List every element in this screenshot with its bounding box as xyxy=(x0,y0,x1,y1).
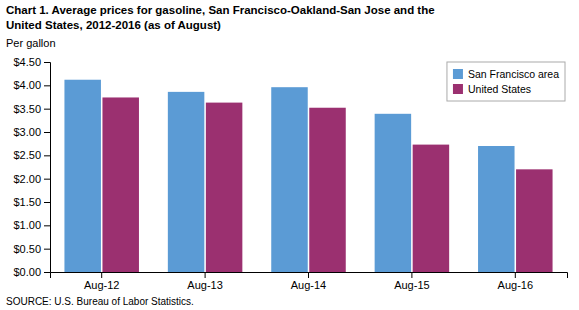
y-tick-label: $2.50 xyxy=(13,149,41,161)
bar xyxy=(206,103,242,272)
y-tick-label: $3.00 xyxy=(13,126,41,138)
x-tick-mark xyxy=(308,272,309,278)
chart: Chart 1. Average prices for gasoline, Sa… xyxy=(0,0,579,310)
legend-frame xyxy=(447,62,565,101)
y-tick: $3.50 xyxy=(13,103,50,115)
y-tick: $3.00 xyxy=(13,126,50,138)
x-tick-label: Aug-16 xyxy=(498,279,533,291)
x-tick-label: Aug-12 xyxy=(84,279,119,291)
legend-label: San Francisco area xyxy=(468,68,559,80)
x-tick-label: Aug-15 xyxy=(394,279,429,291)
bar xyxy=(271,87,307,272)
y-tick-mark xyxy=(44,132,50,133)
y-tick-label: $0.00 xyxy=(13,266,41,278)
y-tick-mark xyxy=(44,179,50,180)
y-tick-mark xyxy=(44,109,50,110)
x-tick: Aug-12 xyxy=(84,272,119,291)
x-tick-label: Aug-13 xyxy=(187,279,222,291)
y-tick-mark xyxy=(44,62,50,63)
y-axis-label: Per gallon xyxy=(6,37,56,49)
series xyxy=(64,80,514,272)
source: SOURCE: U.S. Bureau of Labor Statistics. xyxy=(6,296,194,307)
legend-item: United States xyxy=(453,83,531,95)
bar xyxy=(375,114,411,272)
x-tick: Aug-14 xyxy=(291,272,326,291)
x-tick-mark xyxy=(205,272,206,278)
bar xyxy=(413,145,449,272)
x-tick: Aug-16 xyxy=(498,272,533,291)
y-tick-label: $1.50 xyxy=(13,196,41,208)
y-tick-label: $1.00 xyxy=(13,219,41,231)
y-tick-mark xyxy=(44,225,50,226)
x-axis: Aug-12 Aug-13 Aug-14 Aug-15 Aug-16 xyxy=(51,272,568,291)
bar xyxy=(64,80,100,272)
y-tick: $1.00 xyxy=(13,219,50,231)
y-tick-mark xyxy=(44,202,50,203)
y-axis: $0.00 $0.50 $1.00 $1.50 $2.00 $2.50 $3.00 $3.50… xyxy=(13,56,50,278)
y-tick-label: $3.50 xyxy=(13,103,41,115)
bar xyxy=(309,108,345,272)
x-axis-line xyxy=(51,273,568,279)
legend-swatch xyxy=(453,84,463,94)
y-axis-line xyxy=(44,63,51,273)
y-tick: $2.00 xyxy=(13,173,50,185)
legend-label: United States xyxy=(468,83,531,95)
y-tick-mark xyxy=(44,249,50,250)
y-tick: $4.50 xyxy=(13,56,50,68)
series xyxy=(102,97,552,272)
y-tick-label: $4.00 xyxy=(13,79,41,91)
y-tick-mark xyxy=(44,155,50,156)
y-tick-mark xyxy=(44,85,50,86)
y-tick: $0.00 xyxy=(13,266,50,278)
legend-item: San Francisco area xyxy=(453,68,559,80)
title: Chart 1. Average prices for gasoline, Sa… xyxy=(6,4,435,16)
y-tick: $1.50 xyxy=(13,196,50,208)
legend-swatch xyxy=(453,69,463,79)
y-tick: $2.50 xyxy=(13,149,50,161)
title: United States, 2012-2016 (as of August) xyxy=(6,19,221,31)
bar xyxy=(168,92,204,272)
bar xyxy=(516,169,552,272)
plot: $0.00 $0.50 $1.00 $1.50 $2.00 $2.50 $3.00 $3.50… xyxy=(13,56,567,291)
y-tick-label: $2.00 xyxy=(13,173,41,185)
x-tick-label: Aug-14 xyxy=(291,279,326,291)
y-tick-label: $0.50 xyxy=(13,243,41,255)
y-tick-label: $4.50 xyxy=(13,56,41,68)
x-tick-mark xyxy=(101,272,102,278)
legend: San Francisco area United States xyxy=(447,62,565,101)
bar xyxy=(478,146,514,272)
x-tick-mark xyxy=(411,272,412,278)
y-tick: $0.50 xyxy=(13,243,50,255)
y-tick-mark xyxy=(44,272,50,273)
x-tick: Aug-13 xyxy=(187,272,222,291)
bar xyxy=(102,97,138,272)
bars xyxy=(64,80,552,272)
x-tick: Aug-15 xyxy=(394,272,429,291)
x-tick-mark xyxy=(515,272,516,278)
y-tick: $4.00 xyxy=(13,79,50,91)
